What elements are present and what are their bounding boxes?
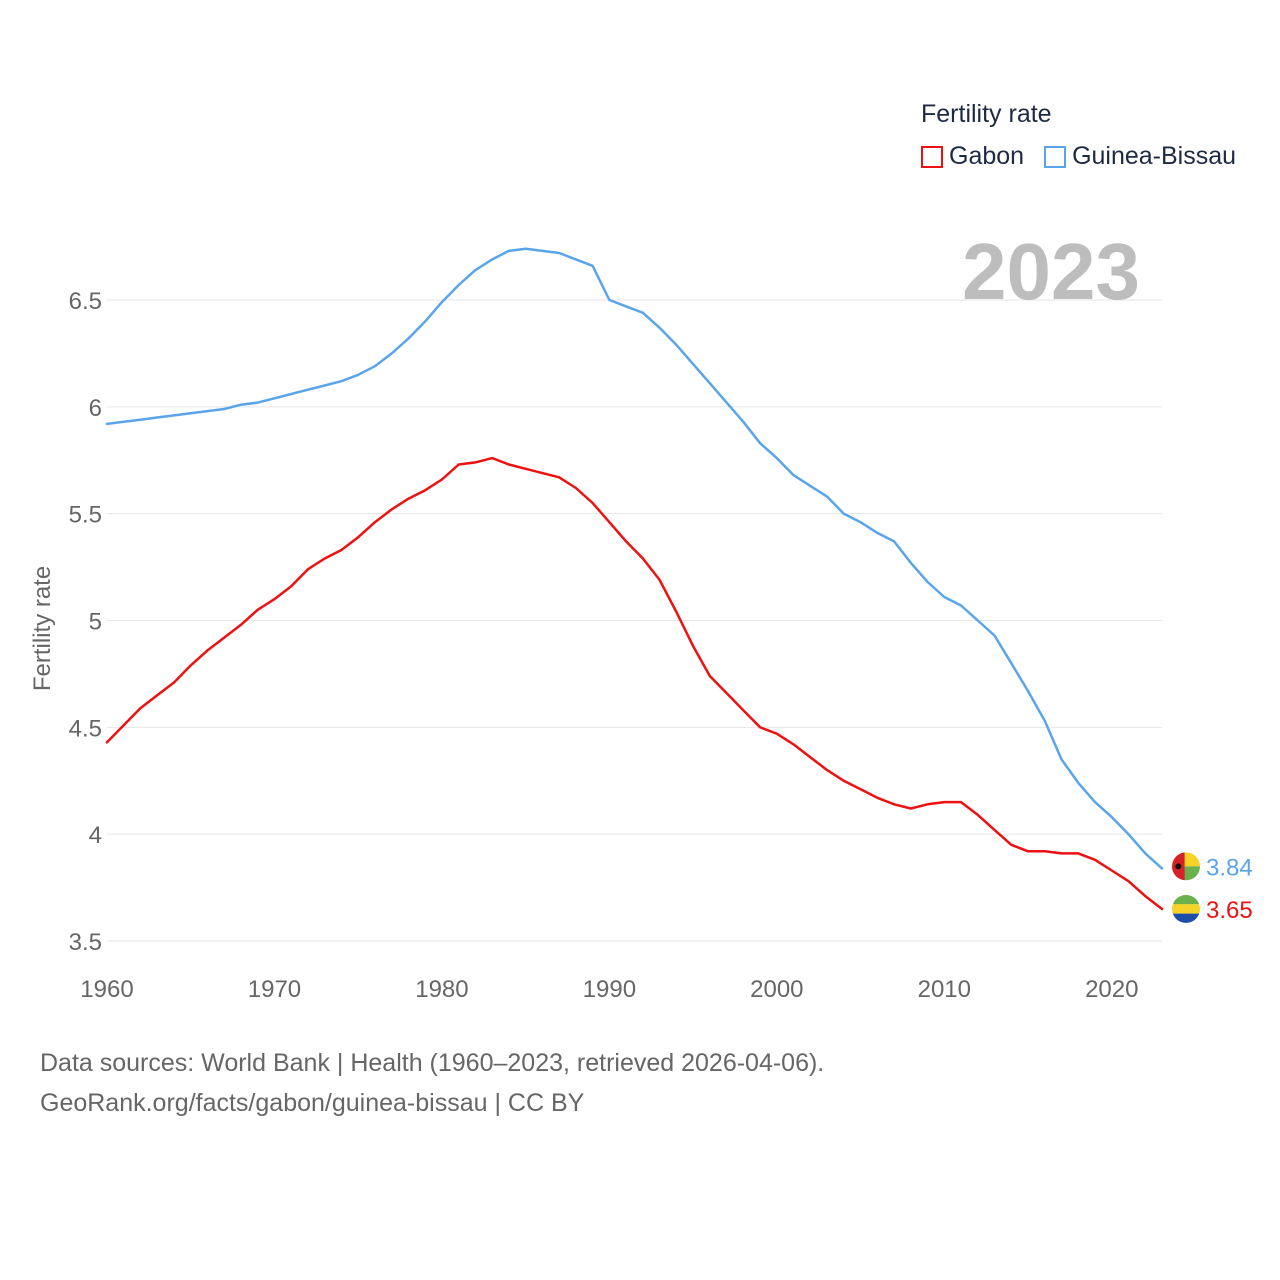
series-line-gabon <box>105 456 1164 911</box>
x-tick-label: 2000 <box>750 976 803 1003</box>
legend-swatch-gabon <box>921 145 943 168</box>
footer: Data sources: World Bank | Health (1960–… <box>40 1043 824 1123</box>
x-tick-label: 1970 <box>248 976 301 1003</box>
footer-sources: Data sources: World Bank | Health (1960–… <box>40 1049 825 1077</box>
x-axis: 1960 1970 1980 1990 2000 2010 2020 <box>80 976 1138 1003</box>
end-markers: 3.65 3.84 <box>1172 852 1253 924</box>
y-tick-label: 5 <box>89 609 102 636</box>
footer-attribution[interactable]: GeoRank.org/facts/gabon/guinea-bissau | … <box>40 1089 585 1117</box>
y-tick-label: 3.5 <box>69 929 102 956</box>
end-value-label-gabon: 3.65 <box>1206 897 1253 924</box>
end-value-label-guinea-bissau: 3.84 <box>1206 854 1253 881</box>
x-tick-label: 2010 <box>918 976 971 1003</box>
series-line-guinea-bissau <box>105 247 1164 870</box>
y-tick-label: 4 <box>89 822 102 849</box>
y-tick-label: 4.5 <box>69 715 102 742</box>
legend-item-guinea-bissau[interactable]: Guinea-Bissau <box>1044 142 1236 171</box>
x-tick-label: 1960 <box>80 976 133 1003</box>
y-axis: 3.5 4 4.5 5 5.5 6 6.5 <box>69 288 102 956</box>
legend-label-guinea-bissau: Guinea-Bissau <box>1072 142 1237 170</box>
legend-item-gabon[interactable]: Gabon <box>921 142 1024 171</box>
year-label: 2023 <box>962 227 1140 316</box>
legend-label-gabon: Gabon <box>949 142 1025 170</box>
y-axis-label: Fertility rate <box>29 566 56 691</box>
x-tick-label: 1990 <box>583 976 636 1003</box>
series-lines <box>105 247 1164 911</box>
x-tick-label: 2020 <box>1085 976 1138 1003</box>
legend: Gabon Guinea-Bissau <box>921 142 1256 171</box>
legend-title: Fertility rate <box>921 100 1052 128</box>
y-tick-label: 6.5 <box>69 288 102 315</box>
y-tick-label: 6 <box>89 395 102 422</box>
y-tick-label: 5.5 <box>69 502 102 529</box>
flag-gabon-icon <box>1172 894 1200 923</box>
legend-swatch-guinea-bissau <box>1044 145 1067 168</box>
x-tick-label: 1980 <box>415 976 468 1003</box>
flag-guinea-bissau-icon <box>1172 852 1200 881</box>
grid-lines <box>107 299 1162 942</box>
